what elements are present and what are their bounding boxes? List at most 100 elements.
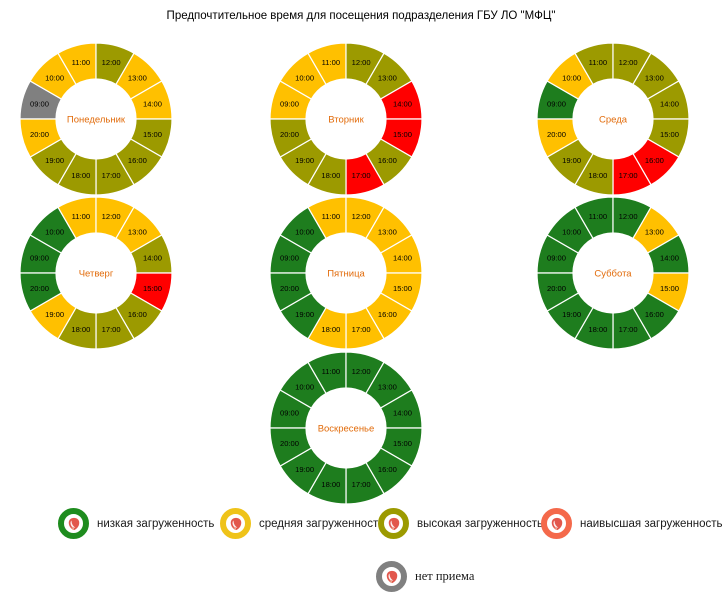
legend-ring-none-icon (376, 561, 407, 592)
hour-label: 09:00 (30, 254, 49, 263)
hour-label: 11:00 (589, 212, 607, 221)
legend-item-low: низкая загруженность (58, 508, 214, 539)
hour-label: 12:00 (352, 58, 371, 67)
hour-label: 10:00 (295, 73, 314, 82)
hour-label: 15:00 (393, 284, 412, 293)
hour-label: 14:00 (143, 254, 162, 263)
hour-label: 19:00 (562, 310, 581, 319)
hour-label: 15:00 (143, 130, 162, 139)
hour-label: 14:00 (143, 100, 162, 109)
legend-ring-high-icon (378, 508, 409, 539)
hour-label: 15:00 (660, 284, 679, 293)
hour-label: 12:00 (102, 212, 121, 221)
hour-label: 18:00 (321, 325, 340, 334)
donut-segment-20:00 (536, 118, 580, 158)
hour-label: 10:00 (295, 227, 314, 236)
legend-item-no-reception: нет приема (376, 561, 474, 592)
hour-label: 13:00 (645, 73, 664, 82)
legend-label-highest: наивысшая загруженность (580, 517, 722, 530)
hour-label: 19:00 (295, 156, 314, 165)
hour-label: 20:00 (280, 439, 299, 448)
donut-segment-20:00 (269, 118, 313, 158)
hour-label: 19:00 (295, 310, 314, 319)
hour-label: 10:00 (562, 73, 581, 82)
hour-label: 10:00 (45, 73, 64, 82)
hour-label: 17:00 (102, 171, 121, 180)
hour-label: 20:00 (547, 284, 566, 293)
hour-label: 09:00 (280, 100, 299, 109)
legend-label-low: низкая загруженность (97, 517, 215, 530)
day-label: Воскресенье (318, 423, 375, 434)
hour-label: 16:00 (378, 156, 397, 165)
day-label: Среда (599, 114, 628, 125)
donut-segment-20:00 (269, 272, 313, 312)
hour-label: 09:00 (547, 254, 566, 263)
hour-label: 12:00 (352, 212, 371, 221)
hour-label: 15:00 (393, 439, 412, 448)
hour-label: 11:00 (589, 58, 607, 67)
hour-label: 18:00 (588, 325, 607, 334)
mfc-logo-icon (230, 517, 241, 530)
hour-label: 19:00 (295, 465, 314, 474)
legend-label-no-reception: нет приема (415, 569, 475, 583)
donut-segment-20:00 (269, 427, 313, 467)
legend-item-high: высокая загруженность (378, 508, 543, 539)
hour-label: 17:00 (102, 325, 121, 334)
legend-label-medium: средняя загруженность (259, 517, 385, 530)
day-label: Понедельник (67, 114, 126, 125)
hour-label: 20:00 (280, 284, 299, 293)
legend-label-high: высокая загруженность (417, 517, 543, 530)
hour-label: 20:00 (547, 130, 566, 139)
hour-label: 13:00 (128, 73, 147, 82)
hour-label: 15:00 (143, 284, 162, 293)
hour-label: 18:00 (321, 171, 340, 180)
hour-label: 20:00 (280, 130, 299, 139)
donut-wednesday: 09:00 10:00 11:00 12:00 13:00 14:00 15:00 16:00… (536, 42, 690, 196)
hour-label: 18:00 (71, 171, 90, 180)
hour-label: 13:00 (378, 382, 397, 391)
hour-label: 11:00 (72, 212, 90, 221)
hour-label: 13:00 (128, 227, 147, 236)
hour-label: 12:00 (619, 58, 638, 67)
legend-item-medium: средняя загруженность (220, 508, 384, 539)
legend-ring-low-icon (58, 508, 89, 539)
hour-label: 17:00 (352, 325, 371, 334)
hour-label: 15:00 (393, 130, 412, 139)
hour-label: 11:00 (322, 58, 340, 67)
hour-label: 12:00 (619, 212, 638, 221)
chart-title: Предпочтительное время для посещения под… (166, 10, 556, 22)
day-label: Четверг (79, 268, 114, 279)
hour-label: 15:00 (660, 130, 679, 139)
mfc-logo-icon (68, 517, 79, 530)
hour-label: 19:00 (562, 156, 581, 165)
hour-label: 18:00 (588, 171, 607, 180)
legend-item-highest: наивысшая загруженность (541, 508, 722, 539)
hour-label: 11:00 (72, 58, 90, 67)
hour-label: 14:00 (660, 254, 679, 263)
hour-label: 09:00 (30, 100, 49, 109)
legend-ring-highest-icon (541, 508, 572, 539)
hour-label: 19:00 (45, 156, 64, 165)
hour-label: 09:00 (547, 100, 566, 109)
hour-label: 10:00 (45, 227, 64, 236)
hour-label: 10:00 (295, 382, 314, 391)
hour-label: 16:00 (645, 156, 664, 165)
mfc-logo-icon (388, 517, 399, 530)
hour-label: 17:00 (352, 171, 371, 180)
donut-monday: 09:00 10:00 11:00 12:00 13:00 14:00 15:00 16:00… (19, 42, 173, 196)
hour-label: 18:00 (71, 325, 90, 334)
hour-label: 13:00 (378, 227, 397, 236)
donut-tuesday: 09:00 10:00 11:00 12:00 13:00 14:00 15:00 16:00… (269, 42, 423, 196)
donut-friday: 09:00 10:00 11:00 12:00 13:00 14:00 15:00 16:00… (269, 196, 423, 350)
hour-label: 13:00 (645, 227, 664, 236)
donut-thursday: 09:00 10:00 11:00 12:00 13:00 14:00 15:00 16:00… (19, 196, 173, 350)
donut-saturday: 09:00 10:00 11:00 12:00 13:00 14:00 15:00 16:00… (536, 196, 690, 350)
donut-segment-20:00 (19, 272, 63, 312)
hour-label: 16:00 (645, 310, 664, 319)
donut-segment-20:00 (19, 118, 63, 158)
day-label: Суббота (594, 268, 632, 279)
hour-label: 14:00 (393, 254, 412, 263)
hour-label: 20:00 (30, 284, 49, 293)
hour-label: 16:00 (128, 156, 147, 165)
hour-label: 09:00 (280, 254, 299, 263)
